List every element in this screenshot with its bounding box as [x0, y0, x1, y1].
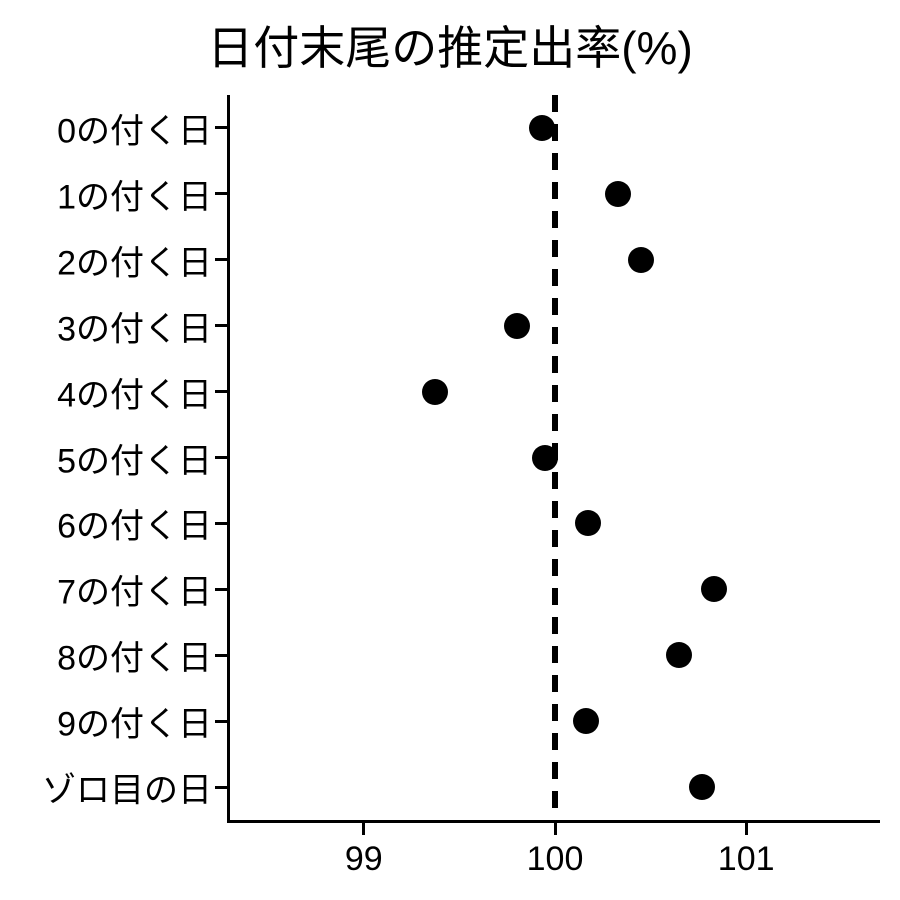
x-tick — [554, 823, 557, 835]
reference-line-segment — [552, 153, 558, 170]
data-point — [532, 445, 558, 471]
reference-line-segment — [552, 182, 558, 199]
x-tick-label: 101 — [718, 840, 775, 879]
x-tick — [745, 823, 748, 835]
y-tick-label: 1の付く日 — [57, 169, 212, 218]
reference-line-segment — [552, 269, 558, 286]
y-axis — [227, 95, 230, 823]
y-tick-label: 7の付く日 — [57, 565, 212, 614]
y-tick — [215, 720, 227, 723]
data-point — [605, 181, 631, 207]
x-tick — [362, 823, 365, 835]
x-tick-label: 99 — [345, 840, 383, 879]
chart-title: 日付末尾の推定出率(%) — [0, 12, 900, 78]
y-tick-label: 3の付く日 — [57, 301, 212, 350]
data-point — [529, 115, 555, 141]
reference-line-segment — [552, 791, 558, 808]
data-point — [422, 379, 448, 405]
y-tick — [215, 456, 227, 459]
reference-line-segment — [552, 298, 558, 315]
y-tick — [215, 192, 227, 195]
y-tick-label: ゾロ目の日 — [42, 763, 212, 812]
reference-line-segment — [552, 762, 558, 779]
y-tick — [215, 522, 227, 525]
reference-line-segment — [552, 501, 558, 518]
y-tick-label: 5の付く日 — [57, 433, 212, 482]
reference-line-segment — [552, 472, 558, 489]
reference-line-segment — [552, 559, 558, 576]
y-tick-label: 4の付く日 — [57, 367, 212, 416]
reference-line-segment — [552, 240, 558, 257]
y-tick-label: 9の付く日 — [57, 697, 212, 746]
y-tick — [215, 654, 227, 657]
y-tick — [215, 390, 227, 393]
data-point — [701, 576, 727, 602]
y-tick-label: 8の付く日 — [57, 631, 212, 680]
data-point — [689, 774, 715, 800]
y-tick — [215, 258, 227, 261]
reference-line-segment — [552, 327, 558, 344]
reference-line-segment — [552, 414, 558, 431]
chart-container: 日付末尾の推定出率(%) 0の付く日 1の付く日 2の付く日 3の付く日 4の付く日 5の… — [0, 0, 900, 900]
y-tick — [215, 588, 227, 591]
y-tick — [215, 786, 227, 789]
reference-line-segment — [552, 675, 558, 692]
data-point — [504, 313, 530, 339]
y-tick — [215, 324, 227, 327]
x-tick-label: 100 — [527, 840, 584, 879]
y-tick-label: 2の付く日 — [57, 235, 212, 284]
reference-line-segment — [552, 530, 558, 547]
data-point — [666, 642, 692, 668]
reference-line-segment — [552, 588, 558, 605]
reference-line-segment — [552, 617, 558, 634]
reference-line-segment — [552, 356, 558, 373]
reference-line-segment — [552, 385, 558, 402]
reference-line-segment — [552, 733, 558, 750]
y-tick-label: 0の付く日 — [57, 103, 212, 152]
data-point — [575, 510, 601, 536]
reference-line-segment — [552, 211, 558, 228]
reference-line-segment — [552, 95, 558, 112]
data-point — [628, 247, 654, 273]
reference-line-segment — [552, 646, 558, 663]
y-tick-label: 6の付く日 — [57, 499, 212, 548]
y-tick — [215, 126, 227, 129]
data-point — [573, 708, 599, 734]
reference-line-segment — [552, 704, 558, 721]
